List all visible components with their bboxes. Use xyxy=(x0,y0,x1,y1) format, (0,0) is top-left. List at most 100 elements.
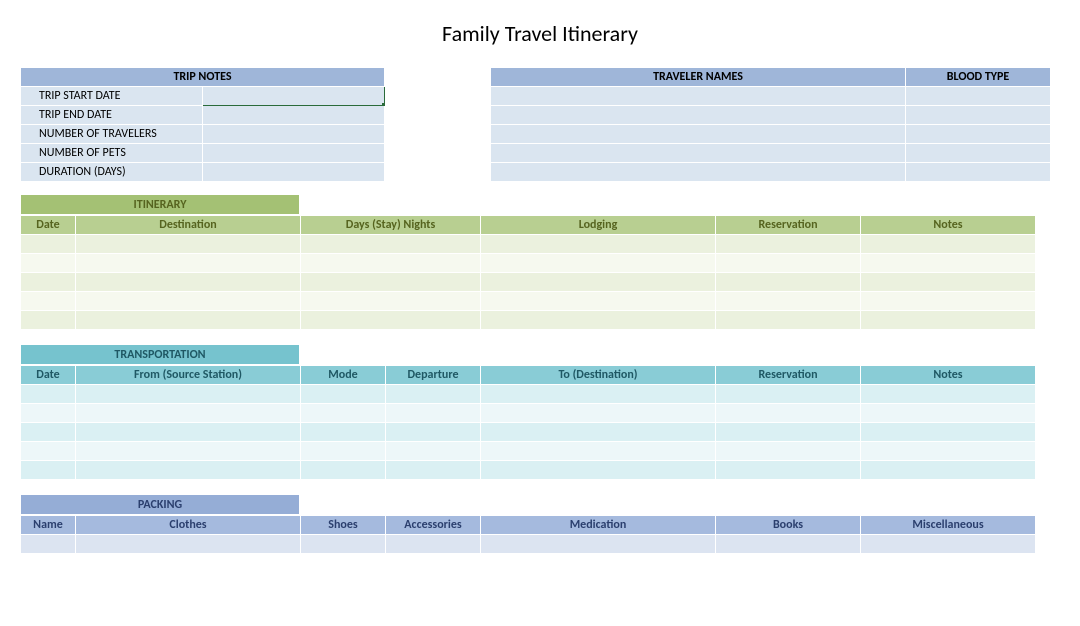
cell[interactable] xyxy=(386,423,481,442)
cell[interactable] xyxy=(386,385,481,404)
traveler-name-cell[interactable] xyxy=(491,125,906,144)
cell[interactable] xyxy=(481,423,716,442)
cell[interactable] xyxy=(716,385,861,404)
cell[interactable] xyxy=(301,404,386,423)
cell[interactable] xyxy=(21,311,76,330)
cell[interactable] xyxy=(481,442,716,461)
table-row xyxy=(491,106,1051,125)
cell[interactable] xyxy=(716,442,861,461)
cell[interactable] xyxy=(21,273,76,292)
num-travelers-cell[interactable] xyxy=(203,125,385,144)
cell[interactable] xyxy=(76,535,301,554)
cell[interactable] xyxy=(716,254,861,273)
cell[interactable] xyxy=(861,442,1036,461)
blood-type-cell[interactable] xyxy=(906,106,1051,125)
cell[interactable] xyxy=(861,404,1036,423)
trip-end-date-cell[interactable] xyxy=(203,106,385,125)
top-section: TRIP NOTES TRIP START DATE TRIP END DATE… xyxy=(20,67,1060,182)
cell[interactable] xyxy=(301,423,386,442)
blood-type-cell[interactable] xyxy=(906,163,1051,182)
duration-cell[interactable] xyxy=(203,163,385,182)
cell[interactable] xyxy=(716,461,861,480)
cell[interactable] xyxy=(76,273,301,292)
blood-type-cell[interactable] xyxy=(906,125,1051,144)
blood-type-cell[interactable] xyxy=(906,87,1051,106)
table-row xyxy=(21,423,1036,442)
cell[interactable] xyxy=(481,404,716,423)
cell[interactable] xyxy=(386,404,481,423)
cell[interactable] xyxy=(481,385,716,404)
cell[interactable] xyxy=(76,292,301,311)
cell[interactable] xyxy=(386,461,481,480)
col-clothes: Clothes xyxy=(76,516,301,535)
cell[interactable] xyxy=(301,311,481,330)
cell[interactable] xyxy=(76,442,301,461)
cell[interactable] xyxy=(481,311,716,330)
cell[interactable] xyxy=(21,461,76,480)
col-date: Date xyxy=(21,366,76,385)
cell[interactable] xyxy=(716,273,861,292)
cell[interactable] xyxy=(861,535,1036,554)
cell[interactable] xyxy=(76,235,301,254)
cell[interactable] xyxy=(861,311,1036,330)
packing-title-table: PACKING xyxy=(20,494,300,515)
itinerary-header-row: Date Destination Days (Stay) Nights Lodg… xyxy=(21,216,1036,235)
cell[interactable] xyxy=(481,292,716,311)
cell[interactable] xyxy=(301,442,386,461)
itinerary-table: Date Destination Days (Stay) Nights Lodg… xyxy=(20,215,1036,330)
cell[interactable] xyxy=(861,423,1036,442)
cell[interactable] xyxy=(301,254,481,273)
cell[interactable] xyxy=(861,254,1036,273)
cell[interactable] xyxy=(301,535,386,554)
cell[interactable] xyxy=(76,404,301,423)
cell[interactable] xyxy=(76,311,301,330)
traveler-name-cell[interactable] xyxy=(491,144,906,163)
table-row xyxy=(21,442,1036,461)
traveler-name-cell[interactable] xyxy=(491,106,906,125)
cell[interactable] xyxy=(76,423,301,442)
cell[interactable] xyxy=(481,273,716,292)
cell[interactable] xyxy=(21,423,76,442)
cell[interactable] xyxy=(716,423,861,442)
blood-type-cell[interactable] xyxy=(906,144,1051,163)
table-row: NUMBER OF PETS xyxy=(21,144,385,163)
cell[interactable] xyxy=(386,442,481,461)
table-row xyxy=(21,254,1036,273)
trip-start-date-cell[interactable] xyxy=(203,87,385,106)
cell[interactable] xyxy=(861,385,1036,404)
cell[interactable] xyxy=(21,254,76,273)
cell[interactable] xyxy=(861,292,1036,311)
cell[interactable] xyxy=(716,235,861,254)
cell[interactable] xyxy=(76,254,301,273)
cell[interactable] xyxy=(301,461,386,480)
cell[interactable] xyxy=(481,461,716,480)
cell[interactable] xyxy=(716,535,861,554)
traveler-name-cell[interactable] xyxy=(491,87,906,106)
cell[interactable] xyxy=(386,535,481,554)
cell[interactable] xyxy=(21,292,76,311)
cell[interactable] xyxy=(301,235,481,254)
cell[interactable] xyxy=(716,311,861,330)
cell[interactable] xyxy=(21,385,76,404)
num-pets-cell[interactable] xyxy=(203,144,385,163)
cell[interactable] xyxy=(21,535,76,554)
cell[interactable] xyxy=(716,404,861,423)
cell[interactable] xyxy=(861,235,1036,254)
cell[interactable] xyxy=(861,461,1036,480)
cell[interactable] xyxy=(76,385,301,404)
cell[interactable] xyxy=(21,235,76,254)
cell[interactable] xyxy=(76,461,301,480)
cell[interactable] xyxy=(21,442,76,461)
cell[interactable] xyxy=(481,254,716,273)
cell[interactable] xyxy=(301,292,481,311)
cell[interactable] xyxy=(21,404,76,423)
cell[interactable] xyxy=(481,235,716,254)
cell[interactable] xyxy=(861,273,1036,292)
cell[interactable] xyxy=(716,292,861,311)
traveler-name-cell[interactable] xyxy=(491,163,906,182)
cell[interactable] xyxy=(481,535,716,554)
col-books: Books xyxy=(716,516,861,535)
cell[interactable] xyxy=(301,385,386,404)
packing-section: PACKING Name Clothes Shoes Accessories M… xyxy=(20,494,1060,554)
cell[interactable] xyxy=(301,273,481,292)
